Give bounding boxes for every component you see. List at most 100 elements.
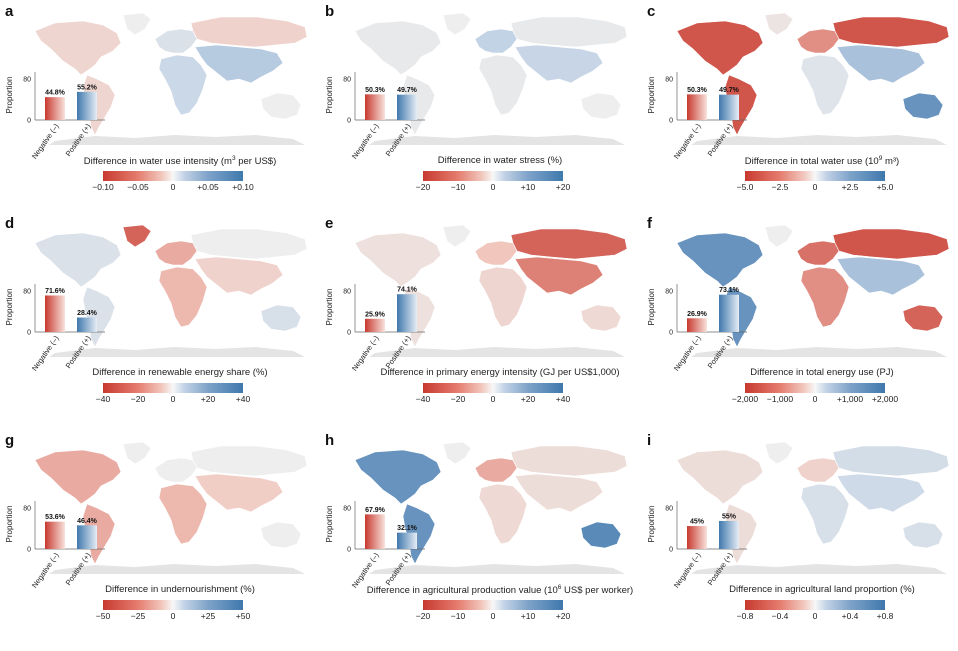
colorbar-tick-label: −40	[415, 394, 431, 404]
x-tick-label: Positive (+)	[64, 334, 93, 370]
colorbar-tick-label: −10	[450, 611, 466, 621]
region-europe	[796, 240, 840, 266]
region-asia	[194, 473, 284, 513]
colorbar-title: Difference in water use intensity (m3 pe…	[45, 155, 315, 167]
region-europe	[154, 240, 198, 266]
region-greenland	[122, 441, 152, 465]
colorbar	[745, 171, 885, 181]
colorbar-tick-label: 0	[170, 394, 176, 404]
region-africa	[158, 266, 208, 328]
colorbar-gradient	[423, 383, 563, 393]
bar-value-label: 71.6%	[45, 288, 66, 295]
colorbar-tick-label: −0.8	[736, 611, 754, 621]
bar-negative	[45, 295, 65, 332]
colorbar-tick-label: 0	[490, 182, 496, 192]
region-oceania	[580, 304, 622, 332]
bar-negative	[365, 514, 385, 549]
y-axis-label: Proportion	[5, 77, 14, 114]
bar-positive	[719, 294, 739, 332]
region-russia	[510, 445, 628, 477]
panel-letter: h	[325, 432, 335, 449]
y-tick-label: 0	[347, 118, 351, 125]
colorbar-tick-label: +0.4	[841, 611, 859, 621]
world-map	[676, 224, 950, 357]
bar-value-label: 55.2%	[77, 84, 98, 91]
x-tick-label: Positive (+)	[384, 551, 413, 587]
colorbar-tick-label: −0.10	[92, 182, 114, 192]
bar-positive	[77, 91, 97, 120]
colorbar-tick-label: +50	[235, 611, 251, 621]
y-tick-label: 0	[669, 118, 673, 125]
bar-value-label: 44.8%	[45, 90, 66, 97]
region-greenland	[122, 224, 152, 248]
colorbar-tick-label: −20	[415, 611, 431, 621]
colorbar-tick-label: +10	[520, 182, 536, 192]
colorbar-ticks: −2,000 −1,000 0 +1,000 +2,000	[732, 394, 898, 408]
colorbar-title: Difference in total water use (109 m³)	[687, 155, 957, 167]
colorbar-tick-label: 0	[812, 182, 818, 192]
panel-letter: a	[5, 3, 14, 20]
region-africa	[478, 266, 528, 328]
bar-value-label: 28.4%	[77, 310, 98, 317]
region-antarctica	[369, 347, 625, 357]
colorbar-tick-label: 0	[490, 394, 496, 404]
y-tick-label: 80	[23, 289, 31, 296]
colorbar-tick-label: +20	[200, 394, 216, 404]
region-russia	[832, 228, 950, 260]
colorbar-gradient	[745, 171, 885, 181]
y-tick-label: 80	[665, 77, 673, 84]
bar-value-label: 53.6%	[45, 514, 66, 521]
world-map	[34, 441, 308, 574]
region-antarctica	[49, 564, 305, 574]
colorbar-tick-label: +10	[520, 611, 536, 621]
panel-h: h Proportion 0 80 67.9% Negative (–) 32.1% Posi…	[325, 432, 635, 644]
region-greenland	[442, 224, 472, 248]
colorbar	[745, 600, 885, 610]
colorbar-gradient	[745, 600, 885, 610]
panel-g: g Proportion 0 80 53.6% Negative (–) 46.4% Posi…	[5, 432, 315, 644]
y-tick-label: 80	[343, 77, 351, 84]
bar-positive	[719, 94, 739, 120]
region-africa	[478, 54, 528, 116]
colorbar-title-superscript: 6	[557, 584, 562, 591]
panel-letter: c	[647, 3, 656, 20]
colorbar-tick-label: −0.4	[771, 611, 789, 621]
region-greenland	[122, 12, 152, 36]
colorbar-ticks: −40 −20 0 +20 +40	[413, 394, 573, 408]
region-antarctica	[691, 564, 947, 574]
colorbar-tick-label: −10	[450, 182, 466, 192]
world-map	[676, 12, 950, 145]
colorbar	[423, 600, 563, 610]
region-russia	[190, 16, 308, 48]
region-antarctica	[49, 135, 305, 145]
bar-negative	[365, 94, 385, 120]
y-axis-label: Proportion	[647, 289, 656, 326]
y-tick-label: 0	[27, 330, 31, 337]
region-greenland	[442, 12, 472, 36]
y-tick-label: 80	[665, 289, 673, 296]
colorbar-ticks: −20 −10 0 +10 +20	[413, 611, 573, 625]
colorbar-tick-label: +20	[555, 611, 571, 621]
colorbar-gradient	[745, 383, 885, 393]
colorbar-gradient	[103, 600, 243, 610]
colorbar-gradient	[103, 171, 243, 181]
colorbar-ticks: −40 −20 0 +20 +40	[93, 394, 253, 408]
panel-letter: i	[647, 432, 652, 449]
bar-value-label: 74.1%	[397, 287, 418, 294]
colorbar-tick-label: 0	[812, 611, 818, 621]
region-greenland	[764, 224, 794, 248]
panel-letter: g	[5, 432, 15, 449]
bar-negative	[687, 94, 707, 120]
region-greenland	[442, 441, 472, 465]
colorbar-tick-label: −20	[415, 182, 431, 192]
bar-value-label: 49.7%	[397, 87, 418, 94]
colorbar-tick-label: +40	[235, 394, 251, 404]
bar-negative	[687, 526, 707, 549]
colorbar-tick-label: +25	[200, 611, 216, 621]
region-oceania	[902, 521, 944, 549]
region-africa	[800, 483, 850, 545]
